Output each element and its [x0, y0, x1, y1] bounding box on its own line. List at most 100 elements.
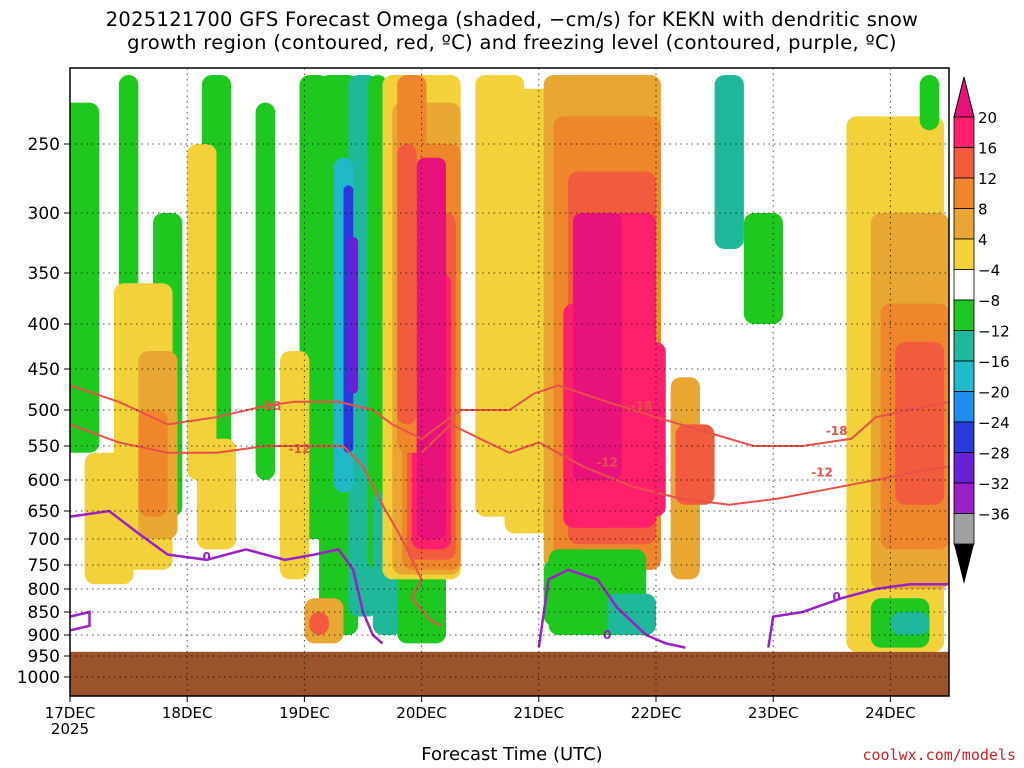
omega-shade: [70, 102, 100, 453]
omega-shade: [348, 237, 359, 394]
omega-shade: [543, 559, 573, 626]
colorbar-label: 16: [978, 140, 997, 158]
x-tick-label: 19DEC: [279, 704, 330, 722]
colorbar-segment: [953, 452, 975, 484]
x-tick-sublabel: 2025: [51, 720, 89, 738]
colorbar-label: −28: [978, 445, 1010, 463]
colorbar-segment: [953, 330, 975, 362]
y-tick-label: 800: [28, 580, 60, 600]
x-tick-label: 23DEC: [748, 704, 799, 722]
omega-shade: [118, 75, 139, 342]
y-tick-label: 550: [28, 437, 60, 457]
colorbar-segment: [953, 116, 975, 148]
colorbar-segment: [953, 269, 975, 301]
contour-label: -12: [289, 442, 311, 456]
colorbar-label: −4: [978, 262, 1000, 280]
omega-shade: [138, 410, 168, 517]
x-axis-title: Forecast Time (UTC): [421, 744, 603, 765]
colorbar-segment: [953, 360, 975, 392]
colorbar-label: 20: [978, 109, 997, 127]
x-tick-label: 21DEC: [514, 704, 565, 722]
colorbar-label: −36: [978, 506, 1010, 524]
freezing-level-a: [70, 509, 384, 645]
colorbar-label: 8: [978, 201, 988, 219]
chart-title: 2025121700 GFS Forecast Omega (shaded, −…: [0, 8, 1024, 54]
plot-frame: [69, 67, 950, 697]
omega-core: [416, 157, 447, 540]
chart-title-line2: growth region (contoured, red, ºC) and f…: [127, 31, 897, 54]
colorbar-segment: [953, 513, 975, 545]
colorbar-label: −20: [978, 384, 1010, 402]
y-tick-label: 750: [28, 556, 60, 576]
colorbar-label: −12: [978, 323, 1010, 341]
grid: [70, 68, 949, 696]
y-tick-label: 350: [28, 264, 60, 284]
y-tick-label: 950: [28, 647, 60, 667]
contour-label: 0: [203, 550, 211, 564]
omega-shade: [607, 593, 656, 635]
omega-shade: [279, 351, 310, 580]
y-tick-label: 300: [28, 204, 60, 224]
colorbar-segment: [953, 391, 975, 423]
y-tick-label: 1000: [17, 668, 60, 688]
colorbar-segment: [953, 421, 975, 453]
y-tick-label: 850: [28, 603, 60, 623]
chart-title-line1: 2025121700 GFS Forecast Omega (shaded, −…: [105, 8, 919, 31]
y-tick-label: 900: [28, 626, 60, 646]
freezing-level-d: [70, 610, 91, 632]
omega-shade: [675, 424, 715, 505]
omega-shade: [255, 102, 276, 480]
colorbar-top-arrow: [953, 76, 975, 118]
plot-area: -18 -12 -18 -12 -18 -12 0 0 0: [70, 75, 949, 696]
colorbar-label: 4: [978, 231, 988, 249]
colorbar-segment: [953, 238, 975, 270]
contour-label: 0: [833, 590, 841, 604]
x-tick-label: 20DEC: [396, 704, 447, 722]
colorbar-bottom-arrow: [954, 544, 974, 584]
contour-label: -12: [811, 466, 833, 480]
omega-shade: [187, 144, 217, 480]
omega-shade: [397, 144, 417, 425]
colorbar-segment: [953, 299, 975, 331]
y-tick-label: 250: [28, 135, 60, 155]
omega-shade: [919, 75, 940, 131]
y-tick-label: 500: [28, 401, 60, 421]
omega-shade: [890, 612, 930, 635]
x-tick-label: 18DEC: [162, 704, 213, 722]
colorbar-label: −8: [978, 292, 1000, 310]
colorbar-segment: [953, 147, 975, 179]
colorbar-label: −16: [978, 353, 1010, 371]
y-tick-label: 400: [28, 315, 60, 335]
colorbar-label: −32: [978, 475, 1010, 493]
contour-label: 0: [603, 628, 611, 642]
contour-label: -18: [826, 424, 848, 438]
freezing-level-b: [537, 568, 686, 649]
colorbar-legend: 20 16 12 8 4 −4 −8 −12 −16 −20 −24 −28 −32 −36: [953, 76, 1010, 584]
omega-shade: [714, 75, 744, 249]
y-tick-label: 700: [28, 530, 60, 550]
isotherm-m18: [70, 384, 949, 447]
colorbar-segment: [953, 208, 975, 240]
contour-label: -12: [596, 455, 618, 469]
colorbar-label: 12: [978, 170, 997, 188]
colorbar-segment: [953, 177, 975, 209]
omega-shade: [895, 342, 945, 505]
credit-text: coolwx.com/models: [862, 746, 1016, 764]
contour-label: -18: [631, 399, 653, 413]
freezing-level-c: [767, 582, 949, 648]
colorbar-segment: [953, 482, 975, 514]
y-tick-label: 650: [28, 502, 60, 522]
omega-core: [572, 213, 622, 480]
x-tick-label: 17DEC: [45, 704, 96, 722]
colorbar-label: −24: [978, 414, 1010, 432]
y-tick-label: 600: [28, 471, 60, 491]
terrain: [70, 651, 949, 696]
omega-shade: [743, 213, 783, 324]
y-axis: 250 300 350 400 450 500 550 600 650 700 750 800 850 9…: [17, 135, 70, 688]
omega-shade: [626, 342, 666, 517]
contour-label: -18: [259, 399, 281, 413]
y-tick-label: 450: [28, 360, 60, 380]
omega-shade: [309, 612, 329, 635]
